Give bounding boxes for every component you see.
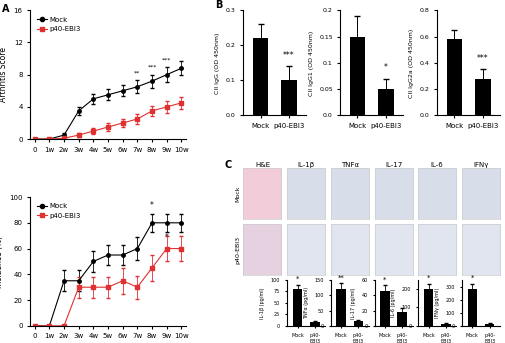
Text: ***: *** <box>162 58 171 63</box>
Title: IL-6: IL-6 <box>431 162 443 168</box>
Text: A: A <box>3 4 10 14</box>
Y-axis label: IFNγ (pg/ml): IFNγ (pg/ml) <box>435 288 440 318</box>
Text: *: * <box>165 233 169 242</box>
Text: *: * <box>471 275 474 281</box>
Y-axis label: IL-1β (pg/ml): IL-1β (pg/ml) <box>260 287 265 319</box>
Y-axis label: IL-6 (pg/ml): IL-6 (pg/ml) <box>391 289 396 317</box>
Text: **: ** <box>338 274 344 280</box>
Bar <box>252 38 268 116</box>
Bar <box>485 324 494 326</box>
Text: *: * <box>150 201 154 210</box>
Text: ***: *** <box>147 65 157 70</box>
Y-axis label: CII IgG1 (OD 450nm): CII IgG1 (OD 450nm) <box>309 30 314 95</box>
Text: C: C <box>224 161 232 170</box>
Bar <box>397 312 407 326</box>
Bar <box>349 37 365 116</box>
Text: ***: *** <box>283 51 295 60</box>
Text: ***: *** <box>477 54 489 63</box>
Text: *: * <box>296 276 299 282</box>
Bar <box>293 289 302 326</box>
Title: TNFα: TNFα <box>341 162 359 168</box>
Title: IL-17: IL-17 <box>385 162 402 168</box>
Bar <box>310 322 320 326</box>
Y-axis label: Arthritis Score: Arthritis Score <box>0 47 8 102</box>
Bar <box>281 80 297 116</box>
Y-axis label: CII IgG2a (OD 450nm): CII IgG2a (OD 450nm) <box>410 28 414 97</box>
Text: B: B <box>215 0 223 10</box>
Legend: Mock, p40-EBI3: Mock, p40-EBI3 <box>34 201 84 222</box>
Bar <box>424 289 433 326</box>
Y-axis label: TNFα (pg/ml): TNFα (pg/ml) <box>304 287 309 319</box>
Bar <box>380 292 390 326</box>
Title: IFNγ: IFNγ <box>473 162 489 168</box>
Text: *: * <box>384 63 388 72</box>
Title: IL-1β: IL-1β <box>297 162 315 168</box>
Bar <box>441 324 450 326</box>
Bar <box>446 39 462 116</box>
Bar <box>378 89 394 116</box>
Y-axis label: p40-EBI3: p40-EBI3 <box>236 235 241 263</box>
Y-axis label: CII IgG (OD 450nm): CII IgG (OD 450nm) <box>215 32 220 94</box>
Text: *: * <box>427 275 430 281</box>
Bar <box>475 79 491 116</box>
Y-axis label: Mock: Mock <box>236 185 241 202</box>
Text: **: ** <box>134 71 140 75</box>
Y-axis label: IL-17 (pg/ml): IL-17 (pg/ml) <box>351 287 356 319</box>
Legend: Mock, p40-EBI3: Mock, p40-EBI3 <box>34 14 84 35</box>
Bar <box>468 289 477 326</box>
Bar <box>336 289 346 326</box>
Bar <box>354 321 363 326</box>
Text: *: * <box>383 276 387 283</box>
Title: H&E: H&E <box>255 162 270 168</box>
Y-axis label: Incidence (%): Incidence (%) <box>0 235 4 287</box>
